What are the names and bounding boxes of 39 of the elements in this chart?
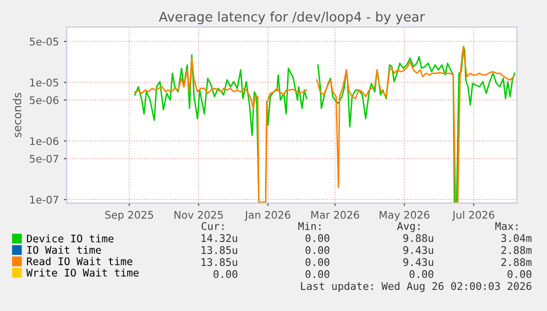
text: Min: <box>298 222 320 230</box>
legend-label: Write IO Wait time <box>26 268 139 277</box>
text: 9.88u <box>403 234 434 242</box>
legend-label: IO Wait time <box>27 246 101 254</box>
legend-label: Read IO Wait time <box>27 257 132 266</box>
x-tick-label: Sep 2025 <box>105 210 154 221</box>
y-tick-label: 5e-06 <box>30 96 58 104</box>
text: 13.85u <box>202 258 238 266</box>
x-tick-label: May 2026 <box>380 210 430 221</box>
x-tick-label: Jan 2026 <box>244 210 290 221</box>
text: Max: <box>495 222 518 230</box>
text: 9.43u <box>403 258 434 266</box>
text: 9.43u <box>403 246 434 254</box>
text: 0.00 <box>508 270 532 278</box>
text: 0.00 <box>306 270 330 278</box>
legend-label: Device IO time <box>27 234 114 242</box>
y-tick-label: 5e-05 <box>30 38 58 46</box>
text: 0.00 <box>306 246 330 254</box>
chart-title: Average latency for /dev/loop4 - by year <box>158 11 425 24</box>
text: Avg: <box>397 222 420 232</box>
text: Last update: Wed Aug 26 02:00:03 2026 <box>301 282 532 292</box>
x-tick-label: Mar 2026 <box>311 210 360 219</box>
text: 0.00 <box>306 258 330 266</box>
text: 0.00 <box>410 270 434 278</box>
text: 3.04m <box>501 234 532 242</box>
x-tick-label: Nov 2025 <box>174 210 223 219</box>
y-axis-title: seconds <box>12 92 22 138</box>
text: 14.32u <box>202 234 238 242</box>
y-tick-label: 1e-06 <box>30 137 58 146</box>
text: Cur: <box>202 222 224 230</box>
x-tick-label: Jul 2026 <box>452 210 494 221</box>
text: 0.00 <box>306 234 330 242</box>
text: 2.88m <box>501 258 532 266</box>
text: 2.88m <box>501 246 532 254</box>
y-tick-label: 1e-05 <box>30 78 58 86</box>
y-tick-label: 5e-07 <box>30 154 58 163</box>
text: 13.85u <box>202 246 238 254</box>
text: 0.00 <box>214 270 238 278</box>
y-tick-label: 1e-07 <box>30 196 58 204</box>
